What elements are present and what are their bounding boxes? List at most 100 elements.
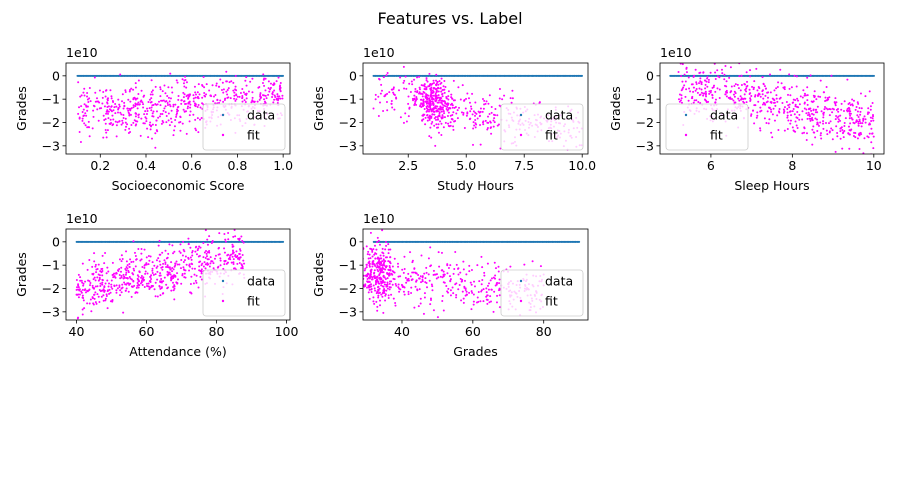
fit-point (437, 96, 440, 99)
fit-point (381, 295, 384, 298)
fit-point (86, 109, 89, 112)
fit-point (483, 99, 486, 102)
fit-point (834, 97, 837, 100)
fit-point (281, 97, 284, 100)
fit-point (112, 118, 115, 121)
fit-point (78, 131, 81, 134)
fit-point (424, 281, 427, 284)
fit-point (80, 105, 83, 108)
fit-point (482, 300, 485, 303)
y-tick-label: −2 (339, 115, 357, 130)
fit-point (490, 288, 493, 291)
fit-point (421, 119, 424, 122)
fit-point (160, 266, 163, 269)
fit-point (462, 111, 465, 114)
fit-point (199, 275, 202, 278)
fit-point (370, 285, 373, 288)
fit-point (489, 295, 492, 298)
fit-point (227, 96, 230, 99)
fit-point (217, 253, 220, 256)
fit-point (195, 281, 198, 284)
fit-point (190, 275, 193, 278)
fit-point (126, 277, 129, 280)
fit-point (843, 100, 846, 103)
fit-point (714, 90, 717, 93)
fit-point (154, 85, 157, 88)
fit-point (222, 100, 225, 103)
fit-point (455, 112, 458, 115)
fit-point (182, 108, 185, 111)
fit-point (416, 91, 419, 94)
fit-point (163, 259, 166, 262)
fit-point (683, 84, 686, 87)
fit-point (414, 87, 417, 90)
fit-point (426, 110, 429, 113)
fit-point (378, 282, 381, 285)
fit-point (258, 98, 261, 101)
fit-point (458, 284, 461, 287)
fit-point (437, 90, 440, 93)
fit-point (368, 297, 371, 300)
fit-point (227, 232, 230, 235)
fit-point (786, 111, 789, 114)
fit-point (214, 94, 217, 97)
fit-point (706, 77, 709, 80)
fit-point (155, 266, 158, 269)
fit-point (379, 278, 382, 281)
fit-point (204, 95, 207, 98)
fit-point (384, 248, 387, 251)
fit-point (230, 80, 233, 83)
fit-point (790, 114, 793, 117)
fit-point (83, 289, 86, 292)
fit-point (102, 114, 105, 117)
fit-point (77, 273, 80, 276)
fit-point (132, 106, 135, 109)
fit-point (96, 268, 99, 271)
fit-point (233, 94, 236, 97)
fit-point (407, 95, 410, 98)
fit-point (382, 289, 385, 292)
fit-point (381, 251, 384, 254)
fit-point (361, 251, 363, 253)
fit-point (466, 112, 469, 115)
fit-point (77, 112, 80, 115)
fit-point (480, 255, 483, 258)
fit-point (107, 97, 110, 100)
fit-point (237, 256, 240, 259)
fit-point (716, 69, 719, 72)
fit-point (199, 106, 202, 109)
legend-marker-data (221, 113, 225, 117)
fit-point (137, 79, 140, 82)
fit-point (402, 121, 405, 124)
fit-point (147, 136, 150, 139)
fit-point (402, 271, 405, 274)
fit-point (742, 98, 745, 101)
fit-point (463, 99, 466, 102)
fit-point (99, 282, 102, 285)
fit-point (754, 95, 757, 98)
fit-point (110, 279, 113, 282)
fit-point (377, 280, 380, 283)
fit-point (436, 101, 439, 104)
fit-point (734, 83, 737, 86)
axes-frame (362, 228, 589, 321)
fit-point (410, 80, 413, 83)
fit-point (86, 126, 89, 129)
fit-point (511, 97, 514, 100)
fit-point (397, 275, 400, 278)
fit-point (232, 261, 235, 264)
fit-point (440, 134, 443, 137)
fit-point (224, 238, 227, 241)
fit-point (101, 96, 104, 99)
fit-point (472, 121, 475, 124)
fit-point (678, 100, 681, 103)
fit-point (159, 280, 162, 283)
fit-point (375, 281, 378, 284)
fit-point (440, 251, 443, 254)
fit-point (114, 276, 117, 279)
fit-point (189, 110, 192, 113)
fit-point (123, 281, 126, 284)
fit-point (363, 269, 366, 272)
fit-point (848, 133, 851, 136)
x-tick-label: 0.2 (90, 158, 110, 173)
